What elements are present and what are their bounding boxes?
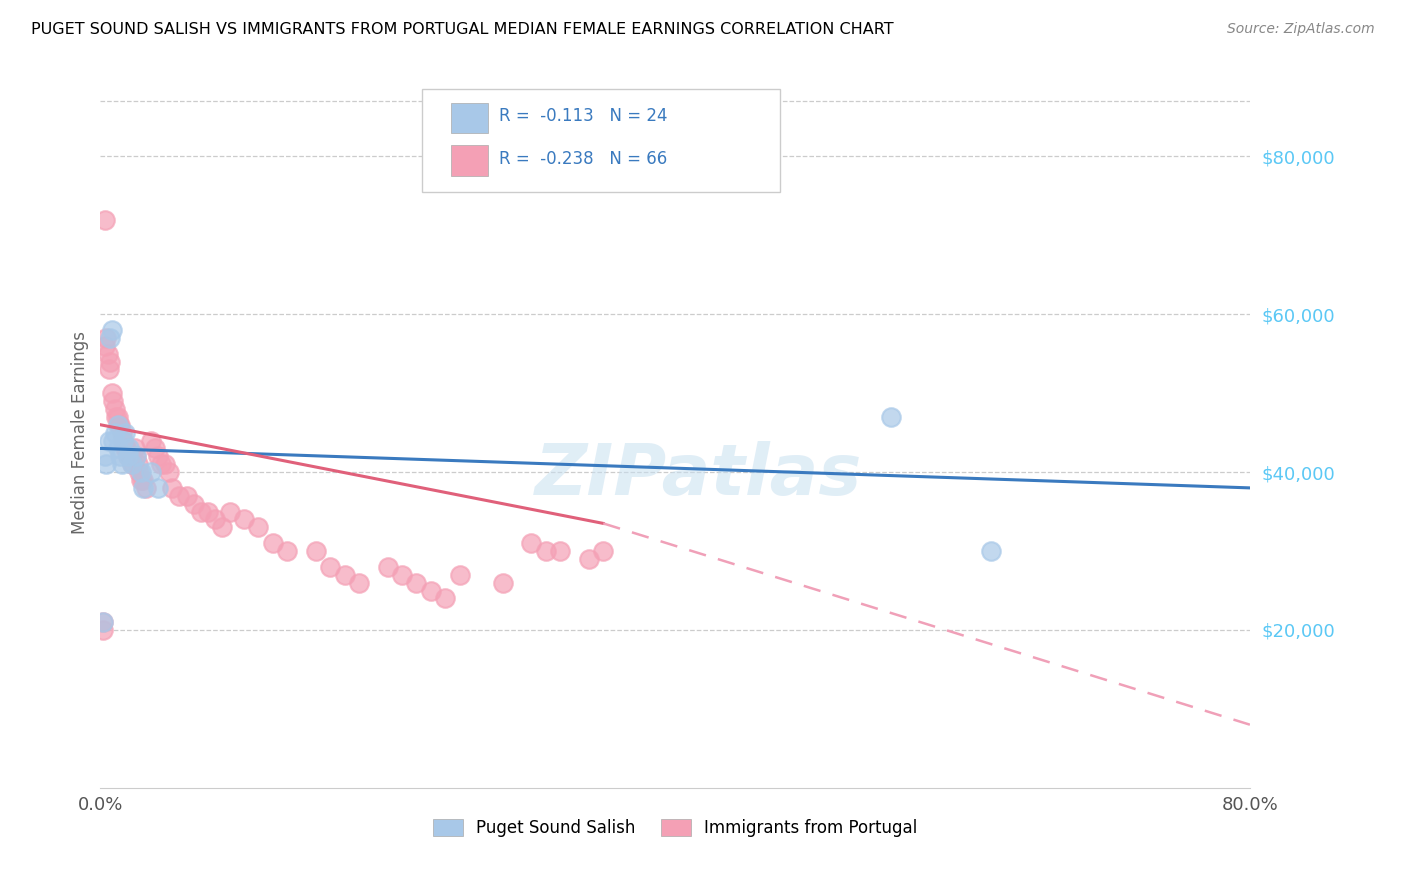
Point [122, 457, 145, 471]
Point [146, 481, 169, 495]
Point [132, 481, 155, 495]
Point [105, 409, 128, 424]
Point [118, 450, 141, 464]
Point [377, 559, 399, 574]
Point [333, 567, 356, 582]
Point [128, 465, 150, 479]
Point [592, 544, 614, 558]
Point [117, 450, 139, 464]
Point [110, 450, 132, 464]
Point [115, 442, 138, 456]
Point [121, 457, 143, 471]
Point [125, 450, 148, 464]
Point [111, 425, 134, 440]
Point [107, 442, 129, 456]
Point [197, 505, 219, 519]
Text: R =  -0.113   N = 24: R = -0.113 N = 24 [499, 107, 668, 125]
Point [96, 347, 118, 361]
Point [169, 489, 191, 503]
Point [112, 434, 135, 448]
Point [449, 567, 471, 582]
Text: PUGET SOUND SALISH VS IMMIGRANTS FROM PORTUGAL MEDIAN FEMALE EARNINGS CORRELATIO: PUGET SOUND SALISH VS IMMIGRANTS FROM PO… [31, 22, 894, 37]
Point [120, 450, 142, 464]
Point [153, 457, 176, 471]
Point [129, 473, 152, 487]
Point [93, 212, 115, 227]
Text: Source: ZipAtlas.com: Source: ZipAtlas.com [1227, 22, 1375, 37]
Point [149, 457, 172, 471]
Point [160, 481, 183, 495]
Point [107, 409, 129, 424]
Point [176, 489, 198, 503]
Text: R =  -0.238   N = 66: R = -0.238 N = 66 [499, 150, 668, 168]
Point [305, 544, 328, 558]
Point [139, 465, 162, 479]
Point [114, 442, 136, 456]
Point [125, 450, 148, 464]
Point [103, 434, 125, 448]
Point [91, 623, 114, 637]
Point [108, 417, 131, 432]
Point [100, 354, 122, 368]
Point [107, 417, 129, 432]
Point [204, 512, 226, 526]
Point [103, 394, 125, 409]
Point [347, 575, 370, 590]
Point [94, 331, 117, 345]
Point [129, 465, 152, 479]
Point [127, 457, 149, 471]
Point [121, 457, 143, 471]
Point [520, 536, 543, 550]
Point [319, 559, 342, 574]
Point [114, 425, 136, 440]
Point [879, 409, 901, 424]
Point [157, 465, 180, 479]
Point [190, 505, 212, 519]
Point [98, 434, 121, 448]
Point [118, 442, 141, 456]
Point [101, 386, 124, 401]
Point [112, 434, 135, 448]
Text: ZIPatlas: ZIPatlas [534, 441, 862, 509]
Point [93, 450, 115, 464]
Point [111, 457, 134, 471]
Point [247, 520, 270, 534]
Point [146, 450, 169, 464]
Point [276, 544, 298, 558]
Point [405, 575, 427, 590]
Point [391, 567, 413, 582]
Point [104, 401, 127, 416]
Point [91, 615, 114, 629]
Legend: Puget Sound Salish, Immigrants from Portugal: Puget Sound Salish, Immigrants from Port… [426, 812, 924, 844]
Point [233, 512, 256, 526]
Point [91, 615, 114, 629]
Point [93, 339, 115, 353]
Point [492, 575, 515, 590]
Point [218, 505, 240, 519]
Point [135, 481, 157, 495]
Point [124, 442, 146, 456]
Point [183, 497, 205, 511]
Point [117, 450, 139, 464]
Point [419, 583, 441, 598]
Point [262, 536, 284, 550]
Point [104, 425, 127, 440]
Point [132, 473, 155, 487]
Point [434, 591, 457, 606]
Point [534, 544, 557, 558]
Point [110, 417, 132, 432]
Point [100, 331, 122, 345]
Point [980, 544, 1002, 558]
Point [98, 362, 121, 376]
Point [143, 442, 166, 456]
Y-axis label: Median Female Earnings: Median Female Earnings [72, 331, 89, 534]
Point [94, 457, 117, 471]
Point [211, 520, 233, 534]
Point [139, 434, 162, 448]
Point [548, 544, 571, 558]
Point [578, 552, 600, 566]
Point [101, 323, 124, 337]
